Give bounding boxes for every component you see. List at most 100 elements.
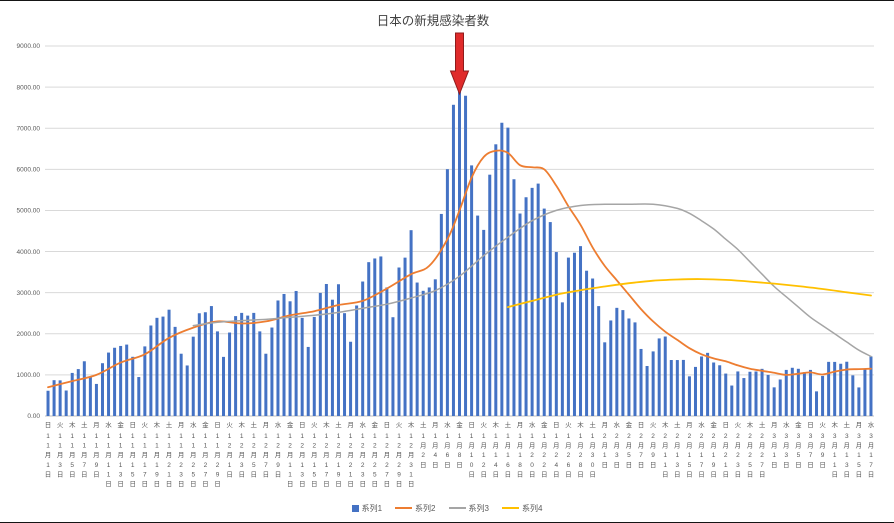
legend-label: 系列1 [361, 503, 383, 513]
svg-text:7000.00: 7000.00 [17, 125, 41, 132]
svg-text:0.00: 0.00 [27, 413, 40, 420]
svg-text:5000.00: 5000.00 [17, 208, 41, 215]
legend-label: 系列3 [468, 503, 489, 513]
svg-text:2000.00: 2000.00 [17, 331, 41, 338]
svg-text:4000.00: 4000.00 [17, 249, 41, 256]
chart-title: 日本の新規感染者数 [376, 14, 490, 28]
bar-series-series1 [46, 91, 873, 417]
legend-square-marker [351, 504, 359, 512]
legend-label: 系列4 [521, 503, 543, 513]
chart-legend: 系列1 系列2 系列3 系列4 [0, 500, 894, 516]
legend-line-marker [448, 507, 466, 509]
line-series-3 [192, 203, 872, 358]
svg-text:3000.00: 3000.00 [17, 290, 41, 297]
red-down-arrow [449, 32, 470, 96]
legend-line-marker [501, 507, 519, 509]
y-axis-labels: 9000.00 8000.00 7000.00 6000.00 5000.00 4000.… [17, 43, 41, 420]
line-series-4 [507, 278, 872, 308]
line-series-2 [47, 149, 872, 389]
svg-text:9000.00: 9000.00 [17, 43, 41, 50]
svg-text:1000.00: 1000.00 [17, 372, 41, 379]
legend-label: 系列2 [415, 503, 436, 513]
x-axis-labels: 日 1 1 月 1 日火 1 1 月 3 日木 1 1 月 5 日土 1 1 月 7 日月 1 1 月 9 日水 1 1 月 1 1 日金 1 1… [45, 420, 875, 488]
legend-item-1: 系列1 [351, 503, 383, 514]
legend-line-marker [395, 507, 413, 509]
legend-item-3: 系列3 [448, 503, 489, 514]
svg-text:8000.00: 8000.00 [17, 84, 41, 91]
svg-text:6000.00: 6000.00 [17, 167, 41, 174]
legend-item-2: 系列2 [395, 503, 436, 514]
